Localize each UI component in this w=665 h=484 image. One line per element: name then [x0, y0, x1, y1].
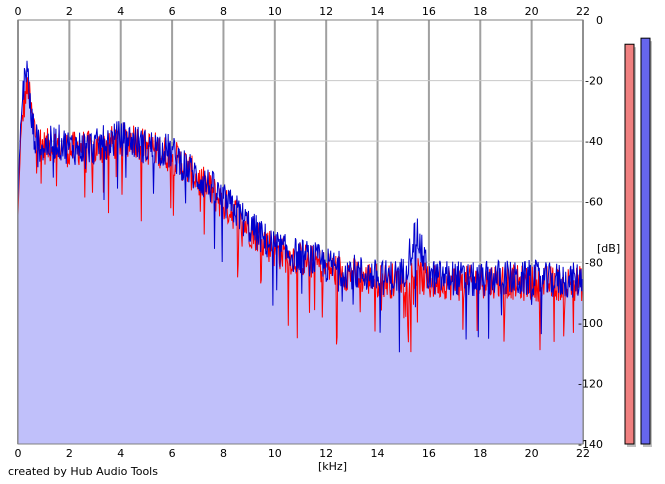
x-tick-label-top: 22	[576, 5, 590, 18]
x-tick-label-bottom: 4	[117, 447, 124, 460]
x-tick-label-bottom: 22	[576, 447, 590, 460]
x-tick-label-bottom: 16	[422, 447, 436, 460]
x-tick-label-top: 20	[525, 5, 539, 18]
x-tick-label-bottom: 18	[473, 447, 487, 460]
x-tick-label-top: 18	[473, 5, 487, 18]
level-meter-right	[640, 37, 651, 445]
level-meter-left	[624, 43, 635, 445]
x-tick-label-top: 6	[169, 5, 176, 18]
x-tick-label-top: 0	[15, 5, 22, 18]
y-tick-label: -140	[578, 438, 603, 451]
level-meters	[624, 37, 652, 448]
y-tick-label: -40	[585, 135, 603, 148]
plot-border	[17, 19, 584, 445]
y-tick-label: -120	[578, 377, 603, 390]
x-axis-label: [kHz]	[318, 460, 347, 473]
y-tick-label: -80	[585, 256, 603, 269]
x-tick-label-bottom: 8	[220, 447, 227, 460]
x-tick-label-bottom: 0	[15, 447, 22, 460]
y-tick-label: -100	[578, 317, 603, 330]
spectrum-lines	[17, 60, 584, 353]
credit-text: created by Hub Audio Tools	[8, 465, 158, 478]
x-tick-label-top: 10	[268, 5, 282, 18]
y-tick-label: -20	[585, 75, 603, 88]
series-line-right	[17, 60, 584, 353]
x-tick-label-top: 14	[371, 5, 385, 18]
x-tick-label-bottom: 2	[66, 447, 73, 460]
x-tick-label-top: 12	[319, 5, 333, 18]
x-tick-label-bottom: 20	[525, 447, 539, 460]
x-tick-label-bottom: 6	[169, 447, 176, 460]
x-tick-label-bottom: 14	[371, 447, 385, 460]
y-tick-label: 0	[596, 14, 603, 27]
y-axis-tick-labels: 0 -20 -40 -60 -80 -100 -120 -140	[578, 14, 603, 451]
y-axis-label: [dB]	[597, 242, 620, 255]
x-tick-label-bottom: 10	[268, 447, 282, 460]
x-tick-label-bottom: 12	[319, 447, 333, 460]
x-tick-label-top: 8	[220, 5, 227, 18]
plot-frame	[17, 19, 584, 445]
x-tick-label-top: 16	[422, 5, 436, 18]
x-tick-label-top: 4	[117, 5, 124, 18]
y-tick-label: -60	[585, 196, 603, 209]
x-tick-label-top: 2	[66, 5, 73, 18]
